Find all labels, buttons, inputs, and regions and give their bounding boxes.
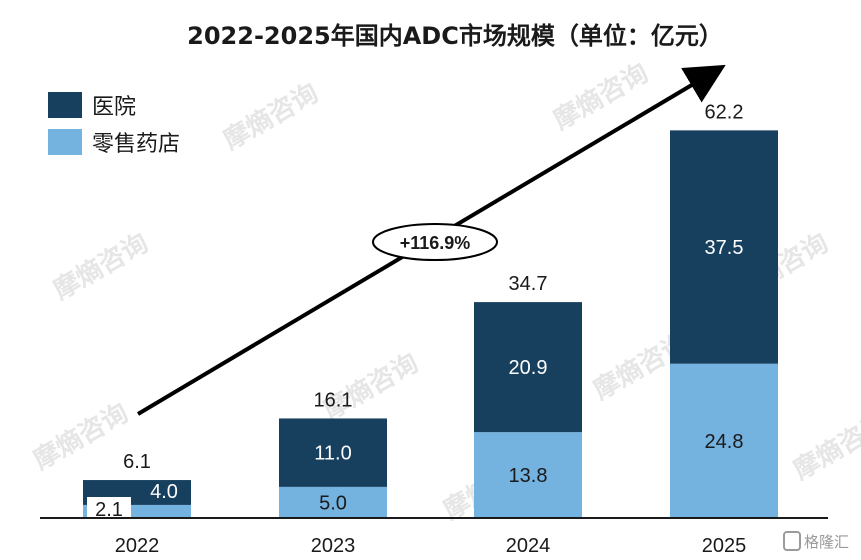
- watermark-text: 摩熵咨询: [218, 77, 324, 156]
- watermark-text: 摩熵咨询: [28, 397, 134, 476]
- legend-label-hospital: 医院: [92, 95, 136, 120]
- x-tick-label-2023: 2023: [311, 535, 356, 557]
- legend-label-retail-pharmacy: 零售药店: [92, 132, 180, 157]
- corner-logo-text: 格隆汇: [804, 533, 849, 551]
- x-tick-label-2024: 2024: [506, 535, 551, 557]
- data-label-retail-pharmacy-2025: 24.8: [705, 431, 744, 453]
- data-label-hospital-2024: 20.9: [509, 357, 548, 379]
- growth-badge: [372, 223, 498, 261]
- data-label-bg-retail-2022: [87, 497, 131, 519]
- watermark-text: 摩熵咨询: [788, 407, 861, 486]
- data-label-hospital-2022: 4.0: [150, 481, 178, 503]
- chart-title: 2022-2025年国内ADC市场规模（单位：亿元）: [187, 22, 723, 50]
- x-tick-label-2025: 2025: [702, 535, 747, 557]
- bar-hospital-2023: [279, 418, 387, 487]
- legend-swatch-hospital: [48, 92, 82, 118]
- growth-annotation: +116.9%: [136, 64, 726, 416]
- data-label-total-2024: 34.7: [509, 273, 548, 295]
- gelonghui-logo-icon: [783, 531, 801, 551]
- data-label-total-2023: 16.1: [314, 389, 353, 411]
- data-label-total-2022: 6.1: [123, 451, 151, 473]
- data-label-retail-pharmacy-2022: 2.1: [95, 499, 123, 521]
- growth-label: +116.9%: [400, 233, 471, 253]
- x-tick-label-2022: 2022: [115, 535, 160, 557]
- bar-hospital-2025: [670, 130, 778, 364]
- legend-swatch-retail-pharmacy: [48, 129, 82, 155]
- bar-retail-pharmacy-2023: [279, 486, 387, 518]
- corner-logo: 格隆汇: [783, 531, 849, 551]
- data-label-hospital-2025: 37.5: [705, 237, 744, 259]
- data-label-total-2025: 62.2: [705, 101, 744, 123]
- bars-group: 4.0 2.1 6.1 2022 11.0 5.0 16.1 2023 20.9 13.8 34.7…: [83, 101, 778, 557]
- data-label-retail-pharmacy-2024: 13.8: [509, 465, 548, 487]
- watermark-text: 摩熵咨询: [548, 57, 654, 136]
- bar-retail-pharmacy-2025: [670, 363, 778, 518]
- data-label-hospital-2023: 11.0: [314, 443, 351, 465]
- legend: 医院 零售药店: [48, 92, 180, 157]
- bar-retail-pharmacy-2024: [474, 432, 582, 518]
- watermark-text: 摩熵咨询: [48, 227, 154, 306]
- bar-hospital-2024: [474, 302, 582, 433]
- watermark-text: 摩熵咨询: [318, 347, 424, 426]
- data-label-retail-pharmacy-2023: 5.0: [319, 492, 347, 514]
